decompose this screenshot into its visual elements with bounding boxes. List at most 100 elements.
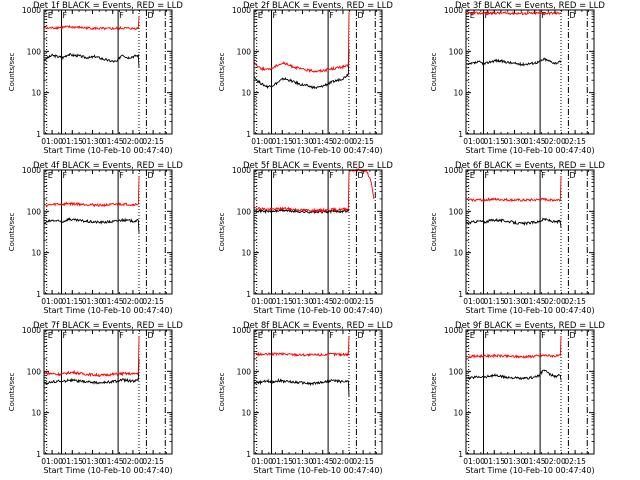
marker-label-D: D	[569, 331, 575, 340]
y-axis-label: Counts/sec	[8, 53, 16, 92]
y-tick-label: 1	[458, 450, 463, 459]
y-tick-label: 100	[27, 367, 42, 376]
series-line-lld	[253, 167, 375, 213]
panel-det-4: Det 4f BLACK = Events, RED = LLD Counts/s…	[8, 161, 183, 315]
marker-label-D: D	[569, 171, 575, 180]
y-tick-label: 10	[241, 249, 251, 258]
x-tick-label: 01:00	[463, 137, 485, 146]
panel-det-7: Det 7f BLACK = Events, RED = LLD Counts/s…	[8, 321, 183, 475]
x-tick-label: 02:15	[352, 137, 374, 146]
y-tick-label: 1	[36, 450, 41, 459]
x-tick-label: 01:45	[312, 297, 334, 306]
panel-title: Det 4f BLACK = Events, RED = LLD	[33, 161, 183, 171]
x-tick-label: 01:30	[82, 297, 104, 306]
x-tick-label: 02:15	[352, 297, 374, 306]
x-axis-label: Start Time (10-Feb-10 00:47:40)	[253, 306, 382, 315]
series-line-lld	[253, 336, 350, 358]
series-line-lld	[43, 176, 140, 208]
marker-label-F: F	[541, 171, 546, 180]
x-tick-label: 02:00	[544, 137, 566, 146]
x-tick-label: 01:15	[271, 137, 293, 146]
marker-label-D: D	[357, 11, 363, 20]
panel-title: Det 6f BLACK = Events, RED = LLD	[455, 161, 605, 171]
y-tick-label: 1	[458, 130, 463, 139]
marker-label-F: F	[541, 331, 546, 340]
series-line-events	[43, 52, 140, 68]
x-tick-label: 01:15	[483, 137, 505, 146]
x-tick-label: 01:15	[483, 457, 505, 466]
x-tick-label: 02:15	[142, 297, 164, 306]
marker-label-D: D	[357, 171, 363, 180]
x-tick-label: 01:15	[271, 297, 293, 306]
y-tick-label: 100	[449, 367, 464, 376]
x-tick-label: 01:45	[524, 297, 546, 306]
y-tick-label: 10	[453, 89, 463, 98]
y-tick-label: 1000	[22, 6, 41, 15]
plot-frame	[465, 9, 595, 135]
x-tick-label: 02:00	[544, 457, 566, 466]
y-tick-label: 10	[241, 89, 251, 98]
x-tick-label: 02:15	[564, 137, 586, 146]
panel-det-2: Det 2f BLACK = Events, RED = LLD Counts/s…	[218, 1, 393, 155]
x-tick-label: 02:15	[564, 297, 586, 306]
marker-label-F: F	[329, 11, 334, 20]
x-tick-label: 01:00	[251, 457, 273, 466]
y-axis-label: Counts/sec	[8, 373, 16, 412]
marker-label-E: E	[258, 11, 263, 20]
series-line-events	[253, 377, 350, 397]
marker-label-F: F	[119, 331, 124, 340]
x-axis-label: Start Time (10-Feb-10 00:47:40)	[43, 146, 172, 155]
panel-title: Det 5f BLACK = Events, RED = LLD	[243, 161, 393, 171]
x-tick-label: 01:00	[463, 457, 485, 466]
series-line-events	[465, 369, 562, 381]
series-line-lld	[43, 16, 140, 31]
x-tick-label: 01:15	[61, 457, 83, 466]
marker-label-F: F	[119, 171, 124, 180]
marker-label-F: F	[119, 11, 124, 20]
y-tick-label: 1000	[444, 326, 463, 335]
y-tick-label: 100	[449, 47, 464, 56]
series-line-events	[43, 217, 140, 233]
panel-title: Det 7f BLACK = Events, RED = LLD	[33, 321, 183, 331]
series-line-events	[465, 57, 562, 67]
marker-label-D: D	[147, 11, 153, 20]
marker-label-F: F	[485, 11, 490, 20]
marker-label-D: D	[569, 11, 575, 20]
x-tick-label: 01:00	[41, 457, 63, 466]
plot-frame	[43, 169, 173, 295]
series-line-events	[253, 207, 350, 214]
y-axis-label: Counts/sec	[430, 213, 438, 252]
x-tick-label: 02:15	[142, 457, 164, 466]
y-tick-label: 10	[241, 409, 251, 418]
x-tick-label: 01:15	[61, 137, 83, 146]
x-tick-label: 01:00	[41, 137, 63, 146]
panel-det-3: Det 3f BLACK = Events, RED = LLD Counts/s…	[430, 1, 605, 155]
x-tick-label: 02:00	[122, 137, 144, 146]
x-tick-label: 02:15	[352, 457, 374, 466]
x-tick-label: 01:30	[504, 297, 526, 306]
y-tick-label: 10	[453, 249, 463, 258]
y-tick-label: 100	[237, 207, 252, 216]
y-tick-label: 1	[458, 290, 463, 299]
x-tick-label: 02:00	[122, 457, 144, 466]
panel-title: Det 3f BLACK = Events, RED = LLD	[455, 1, 605, 11]
y-axis-label: Counts/sec	[430, 53, 438, 92]
panel-det-5: Det 5f BLACK = Events, RED = LLD Counts/s…	[218, 161, 393, 315]
x-tick-label: 01:30	[504, 457, 526, 466]
marker-label-F: F	[63, 171, 68, 180]
y-tick-label: 1	[36, 130, 41, 139]
marker-label-E: E	[48, 11, 53, 20]
marker-label-E: E	[470, 331, 475, 340]
y-tick-label: 100	[237, 47, 252, 56]
series-line-lld	[465, 176, 562, 203]
x-axis-label: Start Time (10-Feb-10 00:47:40)	[43, 306, 172, 315]
x-tick-label: 01:30	[292, 297, 314, 306]
x-axis-label: Start Time (10-Feb-10 00:47:40)	[253, 466, 382, 475]
y-tick-label: 1000	[22, 326, 41, 335]
plot-frame	[253, 9, 383, 135]
marker-label-E: E	[48, 171, 53, 180]
x-tick-label: 02:00	[332, 137, 354, 146]
marker-label-F: F	[485, 171, 490, 180]
panel-title: Det 2f BLACK = Events, RED = LLD	[243, 1, 393, 11]
marker-label-F: F	[273, 171, 278, 180]
